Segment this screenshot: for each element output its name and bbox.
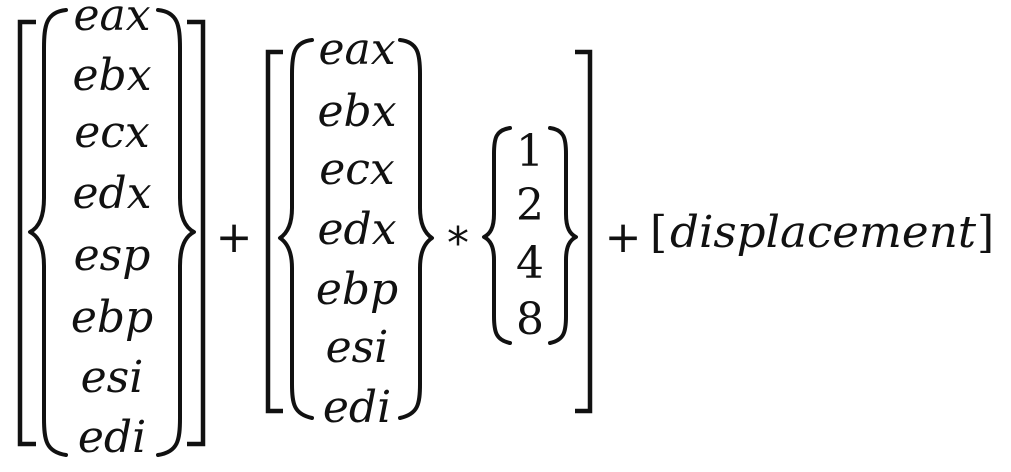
index-register-item: edi xyxy=(323,382,391,433)
displacement-left-bracket: [ xyxy=(650,207,667,258)
displacement-label: displacement xyxy=(670,207,976,258)
plus-operator: + xyxy=(216,212,253,263)
base-register-group: eax ebx ecx edx esp ebp esi edi xyxy=(17,0,206,463)
scale-right-brace xyxy=(548,126,578,345)
base-right-brace xyxy=(156,8,196,457)
scale-left-brace xyxy=(482,126,512,345)
index-register-item: ebx xyxy=(317,86,396,137)
plus-operator: + xyxy=(605,212,642,263)
index-left-bracket xyxy=(265,49,283,414)
base-register-item: ebx xyxy=(72,50,151,101)
base-register-item: ecx xyxy=(74,107,150,158)
scale-factor-item: 4 xyxy=(516,238,544,289)
base-register-item: esp xyxy=(74,230,151,281)
index-register-item: ebp xyxy=(316,264,398,315)
displacement-term: [ displacement ] xyxy=(650,207,994,258)
index-register-item: eax xyxy=(318,24,395,75)
index-right-bracket xyxy=(575,49,593,414)
base-register-item: edi xyxy=(78,412,146,463)
base-register-item: ebp xyxy=(71,292,153,343)
index-register-list: eax ebx ecx edx ebp esi edi xyxy=(316,24,398,433)
base-register-item: esi xyxy=(81,352,144,403)
multiply-operator: * xyxy=(447,218,469,269)
index-left-brace xyxy=(278,38,314,420)
base-register-item: edx xyxy=(72,168,151,219)
base-right-bracket xyxy=(187,19,206,447)
scale-factor-item: 8 xyxy=(516,294,544,345)
base-register-item: eax xyxy=(73,0,150,41)
index-register-item: edx xyxy=(317,204,396,255)
base-left-brace xyxy=(28,8,68,457)
base-register-list: eax ebx ecx edx esp ebp esi edi xyxy=(71,0,153,463)
base-left-bracket xyxy=(17,19,36,447)
index-right-brace xyxy=(398,38,434,420)
displacement-right-bracket: ] xyxy=(977,207,994,258)
scale-factor-item: 1 xyxy=(516,126,544,177)
scale-factor-list: 1 2 4 8 xyxy=(516,126,544,345)
scale-factor-item: 2 xyxy=(516,180,544,231)
index-scale-group: eax ebx ecx edx ebp esi edi * 1 2 4 8 xyxy=(265,24,593,433)
index-register-item: ecx xyxy=(319,144,395,195)
index-register-item: esi xyxy=(326,322,389,373)
